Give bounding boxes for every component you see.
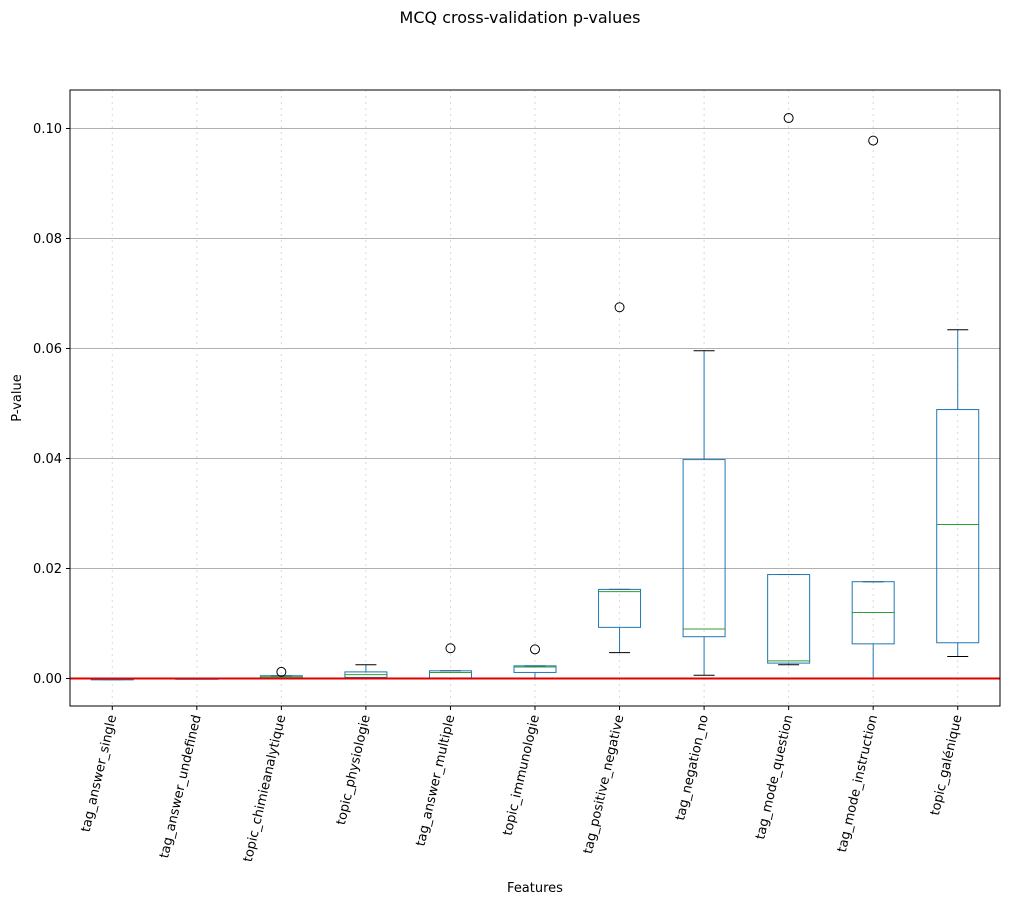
x-tick-label: topic_immunologie — [501, 714, 543, 838]
y-tick-label: 0.08 — [33, 232, 62, 247]
x-tick-label: tag_answer_multiple — [414, 714, 459, 848]
box-group-tag_positive_negative — [598, 302, 642, 654]
y-tick-label: 0.00 — [33, 672, 62, 687]
y-tick-label: 0.10 — [33, 122, 62, 137]
outlier-point — [445, 643, 456, 654]
x-tick-label: tag_mode_question — [753, 714, 796, 841]
outlier-point — [276, 666, 287, 677]
box-group-topic_physiologie — [344, 664, 388, 679]
y-tick-label: 0.04 — [33, 452, 62, 467]
box — [682, 459, 726, 638]
box — [428, 670, 472, 679]
y-axis-label: P-value — [10, 374, 25, 421]
outlier-point — [530, 644, 540, 655]
box — [767, 574, 811, 664]
x-tick-label: tag_answer_single — [79, 714, 121, 834]
outlier-point — [614, 302, 625, 313]
axis-layer: 0.00 0.02 0.04 0.06 0.08 0.10 tag_answer_singl… — [33, 122, 966, 864]
y-tick-label: 0.02 — [33, 562, 62, 577]
y-tick-label: 0.06 — [33, 342, 62, 357]
box-group-tag_mode_question — [767, 113, 811, 666]
x-tick-label: tag_negation_no — [673, 713, 712, 822]
x-tick-label: tag_mode_instruction — [835, 714, 881, 854]
box — [598, 588, 642, 628]
box-group-tag_negation_no — [682, 350, 726, 676]
data-layer — [70, 113, 1000, 681]
chart-title: MCQ cross-validation p-values — [400, 8, 641, 27]
box — [936, 409, 980, 644]
outlier-point — [783, 113, 794, 124]
box — [513, 665, 557, 673]
box-group-topic_galénique — [936, 329, 980, 657]
x-tick-label: tag_positive_negative — [581, 714, 628, 856]
x-tick-label: topic_chimieanalytique — [241, 714, 289, 864]
grid-layer — [70, 90, 1000, 706]
x-tick-label: topic_galénique — [928, 714, 966, 817]
x-tick-label: tag_answer_undefined — [157, 714, 205, 860]
x-axis-label: Features — [507, 881, 563, 896]
outlier-point — [868, 135, 879, 146]
x-tick-label: topic_physiologie — [334, 714, 374, 827]
